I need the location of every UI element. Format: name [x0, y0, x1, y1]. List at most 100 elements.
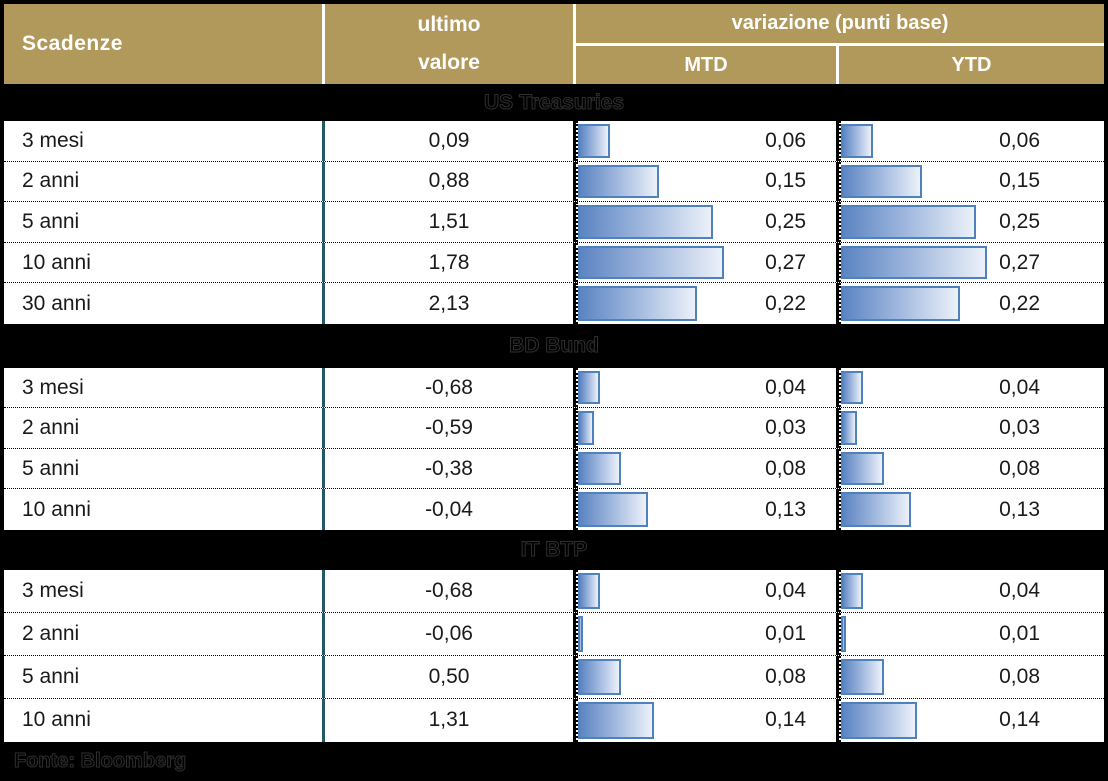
column-divider: [573, 202, 576, 242]
column-divider: [836, 448, 839, 489]
ytd-data-bar: [841, 572, 863, 609]
ytd-value: 0,04: [999, 578, 1040, 602]
last-value: -0,04: [425, 497, 473, 521]
column-divider: [322, 448, 325, 489]
mtd-cell: 0,04: [576, 367, 836, 408]
column-divider: [836, 569, 839, 612]
mtd-data-bar: [578, 492, 648, 527]
column-divider: [836, 408, 839, 448]
mtd-value: 0,08: [765, 664, 806, 688]
column-divider: [836, 489, 839, 530]
header-variation-columns: MTD YTD: [576, 46, 1104, 84]
column-divider: [322, 612, 325, 655]
header-ytd: YTD: [951, 53, 992, 76]
mtd-data-bar: [578, 124, 610, 158]
column-divider: [322, 367, 325, 408]
mtd-cell: 0,27: [576, 242, 836, 283]
ytd-cell: 0,14: [839, 698, 1104, 742]
column-divider: [836, 242, 839, 283]
section-it-btp: 3 mesi -0,68 0,04 0,04 2 anni -0,06 0,01 0,01 5 …: [4, 569, 1104, 742]
ytd-data-bar: [841, 245, 987, 280]
table-row: 3 mesi -0,68 0,04 0,04: [4, 367, 1104, 409]
maturity-label: 5 anni: [22, 456, 80, 480]
mtd-value: 0,15: [765, 169, 806, 193]
column-divider: [836, 612, 839, 655]
ytd-cell: 0,15: [839, 161, 1104, 202]
table-row: 3 mesi 0,09 0,06 0,06: [4, 121, 1104, 162]
ytd-cell: 0,01: [839, 612, 1104, 655]
column-divider: [322, 161, 325, 202]
maturity-label: 5 anni: [22, 664, 80, 688]
mtd-value: 0,08: [765, 456, 806, 480]
column-divider: [322, 283, 325, 324]
ytd-cell: 0,25: [839, 202, 1104, 242]
maturity-label: 3 mesi: [22, 578, 84, 602]
last-value: 0,50: [428, 664, 470, 688]
column-divider: [573, 698, 576, 742]
maturity-label: 2 anni: [22, 169, 80, 193]
last-value: 2,13: [428, 291, 470, 315]
ytd-cell: 0,06: [839, 121, 1104, 161]
maturity-label: 2 anni: [22, 416, 80, 440]
table-row: 10 anni 1,31 0,14 0,14: [4, 698, 1104, 742]
mtd-value: 0,03: [765, 416, 806, 440]
last-value: -0,38: [425, 456, 473, 480]
ytd-value: 0,01: [999, 621, 1040, 645]
source-note: Fonte: Bloomberg: [4, 741, 1104, 781]
header-last-value-line2: valore: [418, 51, 480, 74]
ytd-cell: 0,22: [839, 283, 1104, 324]
mtd-cell: 0,03: [576, 408, 836, 448]
header-mtd: MTD: [684, 53, 728, 76]
table-row: 2 anni -0,06 0,01 0,01: [4, 612, 1104, 656]
last-value: -0,59: [425, 416, 473, 440]
mtd-cell: 0,22: [576, 283, 836, 324]
mtd-value: 0,06: [765, 128, 806, 152]
table-row: 30 anni 2,13 0,22 0,22: [4, 283, 1104, 324]
last-value: -0,68: [425, 578, 473, 602]
column-divider: [573, 569, 576, 612]
ytd-data-bar: [841, 286, 960, 321]
maturity-label: 10 anni: [22, 708, 91, 732]
column-divider: [573, 408, 576, 448]
mtd-value: 0,13: [765, 497, 806, 521]
header-divider: [573, 4, 576, 84]
ytd-value: 0,25: [999, 209, 1040, 233]
column-divider: [322, 121, 325, 161]
maturity-label: 30 anni: [22, 291, 91, 315]
mtd-data-bar: [578, 245, 724, 280]
ytd-cell: 0,04: [839, 367, 1104, 408]
table-row: 2 anni 0,88 0,15 0,15: [4, 161, 1104, 203]
maturity-label: 10 anni: [22, 250, 91, 274]
ytd-value: 0,08: [999, 664, 1040, 688]
column-divider: [836, 698, 839, 742]
ytd-value: 0,22: [999, 291, 1040, 315]
column-divider: [573, 242, 576, 283]
section-header-it-btp: IT BTP: [4, 529, 1104, 570]
ytd-value: 0,08: [999, 456, 1040, 480]
mtd-cell: 0,15: [576, 161, 836, 202]
ytd-cell: 0,08: [839, 655, 1104, 698]
last-value: -0,68: [425, 375, 473, 399]
maturity-label: 5 anni: [22, 209, 80, 233]
mtd-data-bar: [578, 701, 654, 739]
section-bd-bund: 3 mesi -0,68 0,04 0,04 2 anni -0,59 0,03 0,03 5 …: [4, 367, 1104, 530]
column-divider: [836, 202, 839, 242]
mtd-data-bar: [578, 164, 659, 199]
column-divider: [573, 448, 576, 489]
table-row: 5 anni 0,50 0,08 0,08: [4, 655, 1104, 699]
maturity-label: 3 mesi: [22, 375, 84, 399]
ytd-value: 0,06: [999, 128, 1040, 152]
column-divider: [573, 367, 576, 408]
mtd-cell: 0,08: [576, 655, 836, 698]
ytd-data-bar: [841, 205, 976, 239]
ytd-cell: 0,08: [839, 448, 1104, 489]
ytd-value: 0,27: [999, 250, 1040, 274]
column-divider: [836, 161, 839, 202]
section-us-treasuries: 3 mesi 0,09 0,06 0,06 2 anni 0,88 0,15 0,15 5 an…: [4, 121, 1104, 324]
header-last-value: ultimo valore: [325, 4, 573, 84]
maturity-label: 10 anni: [22, 497, 91, 521]
column-divider: [573, 161, 576, 202]
mtd-data-bar: [578, 205, 713, 239]
section-header-bd-bund: BD Bund: [4, 323, 1104, 368]
last-value: 0,09: [428, 128, 470, 152]
